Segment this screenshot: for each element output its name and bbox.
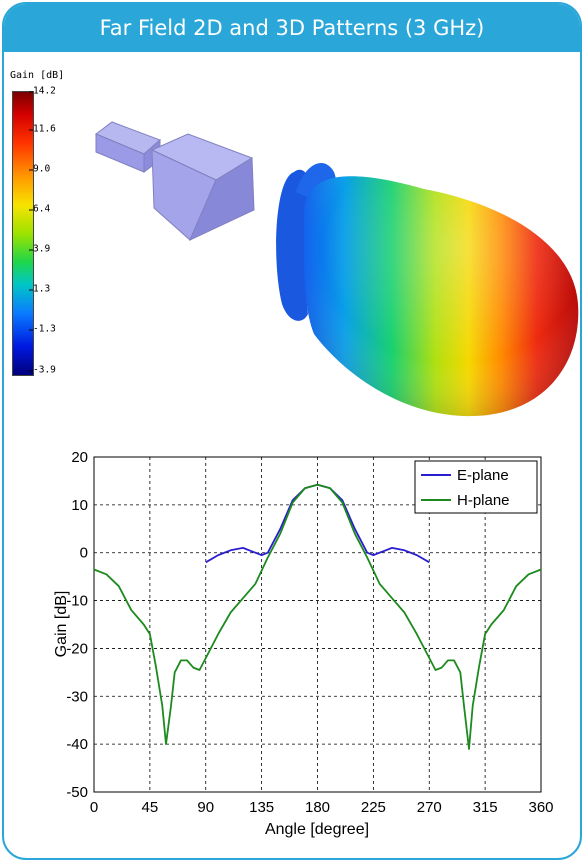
pattern-3d-illustration [95, 121, 579, 417]
x-tick-label: 45 [142, 799, 159, 816]
y-tick-label: 20 [71, 449, 88, 466]
legend: E-plane H-plane [414, 460, 538, 514]
x-tick-label: 360 [528, 799, 553, 816]
y-tick-label: 0 [80, 545, 88, 562]
legend-box [414, 460, 538, 514]
colorbar [12, 91, 34, 376]
series-lines [93, 483, 542, 750]
series-line-h-plane [93, 483, 542, 750]
figure-title-banner: Far Field 2D and 3D Patterns (3 GHz) [4, 4, 580, 52]
y-tick-labels: 20 10 0 -10 -20 -30 -40 -50 [66, 449, 88, 801]
x-tick-label: 0 [90, 799, 98, 816]
legend-label-h-plane: H-plane [457, 492, 510, 509]
colorbar-tick: 3.9 [28, 243, 51, 255]
x-axis-label: Angle [degree] [265, 821, 369, 838]
y-tick-label: -40 [66, 736, 88, 753]
colorbar-tick: 9.0 [28, 163, 51, 175]
colorbar-tick: 14.2 [29, 85, 56, 97]
colorbar-tick: -3.9 [29, 364, 56, 376]
colorbar-tick: 1.3 [28, 283, 51, 295]
x-tick-label: 180 [305, 799, 330, 816]
x-tick-label: 225 [361, 799, 386, 816]
horn-antenna-icon [95, 121, 255, 242]
x-tick-label: 90 [197, 799, 214, 816]
y-tick-label: -30 [66, 688, 88, 705]
colorbar-tick: 11.6 [29, 123, 56, 135]
x-tick-labels: 0 45 90 135 180 225 270 315 360 [90, 799, 554, 816]
gain-pattern-chart: 0 45 90 135 180 225 270 315 360 20 10 0 -10 -20 -30 -4… [53, 449, 554, 838]
figure-title: Far Field 2D and 3D Patterns (3 GHz) [99, 16, 485, 40]
legend-label-e-plane: E-plane [457, 467, 509, 484]
y-axis-label: Gain [dB] [53, 591, 70, 658]
colorbar-tick: -1.3 [29, 323, 56, 335]
x-tick-label: 315 [473, 799, 498, 816]
colorbar-tick: 6.4 [28, 203, 51, 215]
y-tick-label: -10 [66, 593, 88, 610]
x-tick-label: 135 [249, 799, 274, 816]
x-tick-label: 270 [417, 799, 442, 816]
y-tick-label: -50 [66, 784, 88, 801]
y-tick-label: 10 [71, 497, 88, 514]
radiation-lobe-3d [276, 162, 579, 417]
y-tick-label: -20 [66, 640, 88, 657]
colorbar-label: Gain [dB] [10, 70, 65, 81]
